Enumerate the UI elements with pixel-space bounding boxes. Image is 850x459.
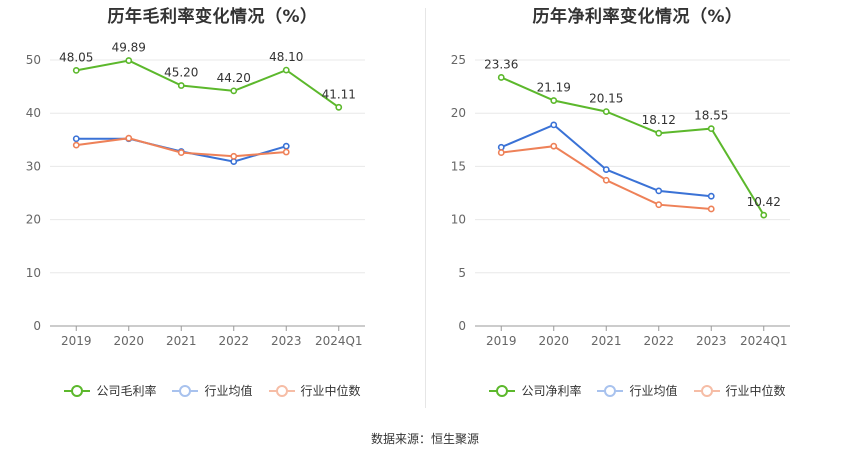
data-label: 21.19 — [537, 81, 571, 95]
x-tick-label: 2022 — [643, 334, 674, 348]
data-point — [655, 201, 663, 209]
legend-item-company[interactable]: 公司净利率 — [489, 382, 581, 399]
chart-title: 历年净利率变化情况（%） — [532, 7, 743, 27]
legend: 公司毛利率 行业均值 行业中位数 — [0, 382, 425, 399]
series-line — [76, 59, 340, 109]
data-label: 48.05 — [59, 50, 93, 64]
legend-item-company[interactable]: 公司毛利率 — [64, 382, 156, 399]
legend-line-icon — [172, 384, 199, 398]
data-point — [230, 158, 238, 166]
data-source-note: 数据来源：恒生聚源 — [370, 432, 479, 446]
y-tick-label: 10 — [26, 266, 41, 280]
panel-divider — [425, 8, 426, 408]
data-label: 44.20 — [217, 71, 251, 85]
x-tick-label: 2020 — [113, 334, 144, 348]
data-point — [72, 141, 80, 149]
legend-label: 行业中位数 — [300, 384, 361, 398]
data-point — [707, 205, 715, 213]
legend-label: 行业均值 — [204, 384, 253, 398]
data-point — [497, 149, 505, 156]
legend-item-industry-mean[interactable]: 行业均值 — [172, 382, 253, 399]
legend-line-icon — [268, 384, 295, 398]
legend-line-icon — [489, 384, 516, 398]
data-label: 10.42 — [747, 195, 781, 209]
data-point — [602, 108, 610, 116]
x-tick-label: 2019 — [486, 334, 517, 348]
data-point — [550, 142, 558, 150]
y-tick-label: 30 — [26, 159, 41, 173]
y-tick-label: 50 — [26, 53, 41, 67]
data-point — [707, 192, 715, 200]
data-point — [655, 129, 663, 137]
x-tick-label: 2021 — [591, 334, 622, 348]
legend-item-industry-median[interactable]: 行业中位数 — [268, 382, 361, 399]
data-label: 45.20 — [164, 66, 198, 80]
data-point — [230, 152, 238, 160]
data-point — [282, 66, 290, 74]
legend-label: 行业均值 — [629, 384, 678, 398]
data-point — [550, 121, 558, 129]
gross-margin-panel: 历年毛利率变化情况（%） 0 10 20 30 40 50 2019 2020 2021 2022… — [0, 0, 425, 410]
data-label: 18.55 — [694, 109, 728, 123]
data-point — [497, 143, 505, 151]
y-tick-label: 10 — [451, 213, 466, 227]
y-tick-label: 25 — [451, 53, 466, 67]
data-point — [602, 176, 610, 184]
data-point — [655, 187, 663, 195]
data-point — [230, 87, 238, 95]
legend-item-industry-median[interactable]: 行业中位数 — [693, 382, 786, 399]
data-point — [72, 66, 80, 74]
legend-line-icon — [693, 384, 720, 398]
x-tick-label: 2021 — [166, 334, 197, 348]
y-tick-label: 40 — [26, 106, 41, 120]
series-line — [500, 76, 765, 216]
net-margin-panel: 历年净利率变化情况（%） 0 5 10 15 20 25 2019 2020 2021 2022 2… — [425, 0, 850, 410]
x-tick-label: 2024Q1 — [315, 334, 363, 348]
chart-title: 历年毛利率变化情况（%） — [107, 7, 318, 27]
x-tick-label: 2020 — [538, 334, 569, 348]
data-point — [550, 97, 558, 104]
legend: 公司净利率 行业均值 行业中位数 — [425, 382, 850, 399]
data-point — [602, 166, 610, 173]
legend-label: 公司净利率 — [521, 384, 582, 398]
y-tick-label: 20 — [451, 106, 466, 120]
legend-line-icon — [64, 384, 91, 398]
data-label: 49.89 — [112, 41, 146, 55]
data-point — [282, 142, 290, 150]
gross-margin-chart: 0 10 20 30 40 50 2019 2020 2021 2022 2023 2024Q1 48.… — [26, 41, 365, 348]
data-point — [335, 103, 343, 111]
data-label: 48.10 — [269, 50, 303, 64]
x-tick-label: 2024Q1 — [740, 334, 788, 348]
data-label: 41.11 — [322, 87, 356, 101]
y-tick-label: 5 — [458, 266, 466, 280]
net-margin-chart: 0 5 10 15 20 25 2019 2020 2021 2022 2023 2024Q1 23.3… — [451, 53, 790, 348]
legend-label: 行业中位数 — [725, 384, 786, 398]
y-tick-label: 0 — [458, 319, 466, 333]
data-label: 20.15 — [589, 92, 623, 106]
data-label: 18.12 — [642, 113, 676, 127]
data-point — [707, 125, 715, 133]
data-point — [125, 57, 133, 64]
x-tick-label: 2023 — [696, 334, 727, 348]
series-line — [500, 123, 712, 198]
x-tick-label: 2022 — [218, 334, 249, 348]
data-point — [177, 149, 185, 156]
legend-item-industry-mean[interactable]: 行业均值 — [597, 382, 678, 399]
data-label: 23.36 — [484, 57, 518, 71]
y-tick-label: 20 — [26, 213, 41, 227]
x-tick-label: 2023 — [271, 334, 302, 348]
y-tick-label: 15 — [451, 159, 466, 173]
legend-line-icon — [597, 384, 624, 398]
x-tick-label: 2019 — [61, 334, 92, 348]
data-point — [497, 74, 505, 81]
data-point — [760, 211, 768, 219]
data-point — [282, 148, 290, 156]
y-tick-label: 0 — [33, 319, 41, 333]
data-point — [125, 134, 133, 142]
data-point — [177, 82, 185, 89]
legend-label: 公司毛利率 — [96, 384, 157, 398]
data-point — [72, 135, 80, 143]
